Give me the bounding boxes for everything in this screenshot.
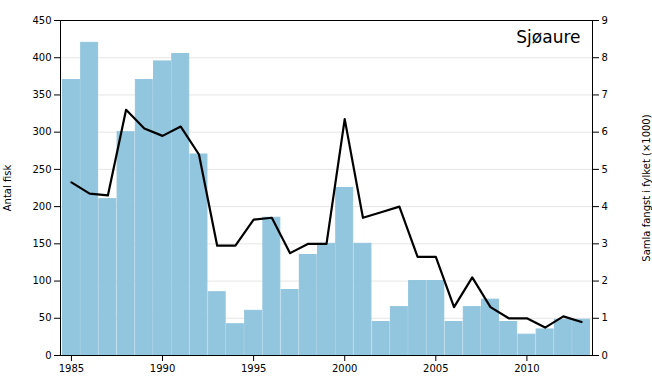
svg-text:300: 300	[32, 126, 51, 137]
svg-text:200: 200	[32, 201, 51, 212]
svg-text:Antal fisk: Antal fisk	[2, 165, 13, 212]
svg-text:0: 0	[45, 350, 51, 361]
svg-text:50: 50	[39, 312, 52, 323]
svg-text:250: 250	[32, 164, 51, 175]
svg-text:1995: 1995	[241, 363, 266, 374]
svg-text:7: 7	[602, 89, 608, 100]
svg-text:9: 9	[602, 15, 608, 26]
svg-text:4: 4	[602, 201, 608, 212]
svg-text:0: 0	[602, 350, 608, 361]
svg-text:8: 8	[602, 52, 608, 63]
svg-text:400: 400	[32, 52, 51, 63]
svg-text:2005: 2005	[423, 363, 448, 374]
svg-text:2010: 2010	[514, 363, 539, 374]
svg-text:450: 450	[32, 15, 51, 26]
svg-text:3: 3	[602, 238, 608, 249]
svg-text:350: 350	[32, 89, 51, 100]
svg-text:100: 100	[32, 275, 51, 286]
svg-text:6: 6	[602, 126, 608, 137]
svg-text:1990: 1990	[150, 363, 175, 374]
svg-text:Samla fangst i fylket (×1000): Samla fangst i fylket (×1000)	[641, 114, 652, 261]
svg-text:2: 2	[602, 275, 608, 286]
svg-text:1: 1	[602, 312, 608, 323]
svg-text:5: 5	[602, 164, 608, 175]
svg-text:Sjøaure: Sjøaure	[516, 27, 580, 47]
svg-text:2000: 2000	[332, 363, 357, 374]
svg-text:1985: 1985	[59, 363, 84, 374]
svg-text:150: 150	[32, 238, 51, 249]
